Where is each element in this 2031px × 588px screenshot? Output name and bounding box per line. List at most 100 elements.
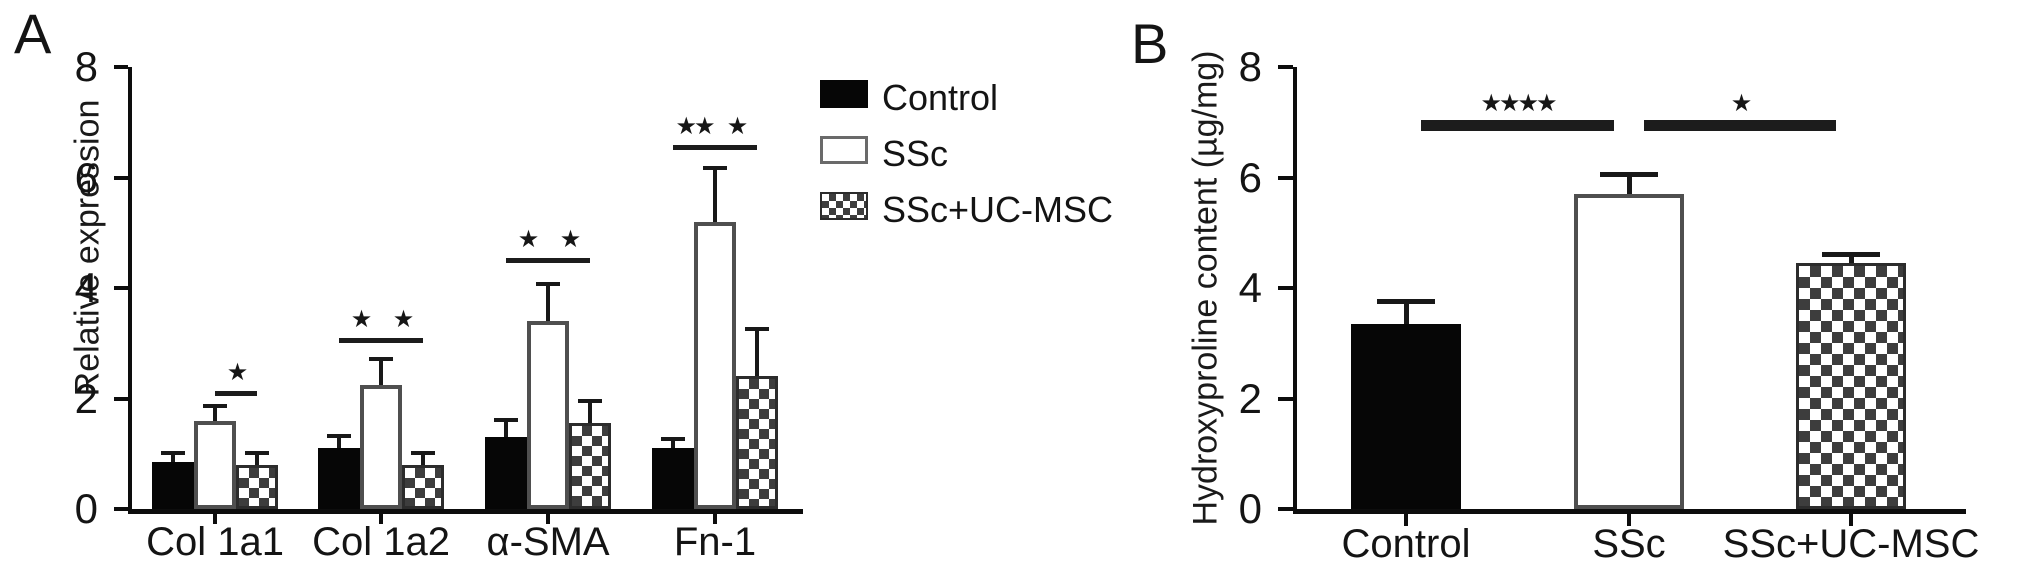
x-tick-col-1a1 bbox=[213, 514, 217, 524]
errorbar-cap-ssc bbox=[1600, 171, 1658, 177]
y-tick-label-4: 4 bbox=[74, 264, 98, 311]
sig-line-col-1a2-2 bbox=[381, 338, 423, 344]
errorbar-col-1a2-control bbox=[337, 434, 341, 449]
sig-line-b-0 bbox=[1421, 119, 1614, 131]
y-tick-label-6: 6 bbox=[1238, 153, 1262, 201]
sig-label-col-1a2-2: ★ bbox=[392, 305, 414, 334]
y-tick-2 bbox=[1278, 396, 1293, 401]
sig-label-fn-1-6: ★ bbox=[726, 111, 748, 140]
sig-line-fn-1-5 bbox=[673, 144, 715, 150]
panel-a-y-axis-title: Relative expression bbox=[68, 99, 107, 397]
y-tick-label-4: 4 bbox=[1238, 264, 1262, 311]
errorbar-col-1a1-ssc bbox=[213, 404, 217, 421]
y-tick-label-0: 0 bbox=[74, 485, 98, 532]
legend-label-ssc-uc-msc: SSc+UC-MSC bbox=[882, 189, 1114, 230]
y-tick-0 bbox=[1278, 507, 1293, 511]
sig-label-col-1a1-0: ★ bbox=[226, 357, 248, 386]
errorbar-col-1a1-ssc-uc-msc bbox=[255, 450, 259, 465]
y-tick-label-0: 0 bbox=[1238, 485, 1262, 532]
errorbar-cap-col-1a2-control bbox=[327, 434, 351, 439]
y-tick-label-8: 8 bbox=[1238, 43, 1262, 90]
bar-fn-1-control bbox=[652, 448, 694, 509]
panel-a-letter: A bbox=[14, 2, 52, 65]
panel-a-x-axis bbox=[128, 509, 803, 514]
bar-ssc bbox=[1574, 194, 1684, 509]
errorbar-cap-fn-1-control bbox=[661, 437, 685, 442]
panel-b-y-axis bbox=[1293, 67, 1297, 514]
errorbar-control bbox=[1403, 299, 1409, 324]
errorbar-sma-ssc bbox=[546, 282, 550, 322]
errorbar-cap-control bbox=[1377, 299, 1435, 305]
sig-label-sma-3: ★ bbox=[517, 225, 539, 254]
errorbar-fn-1-control bbox=[671, 437, 675, 449]
x-label-ssc: SSc bbox=[1592, 522, 1666, 566]
errorbar-cap-fn-1-ssc-uc-msc bbox=[745, 326, 769, 331]
errorbar-col-1a2-ssc-uc-msc bbox=[421, 450, 425, 465]
legend-swatch-ssc bbox=[820, 136, 868, 164]
errorbar-cap-col-1a2-ssc-uc-msc bbox=[411, 450, 435, 455]
x-label-col-1a2: Col 1a2 bbox=[312, 520, 450, 564]
panel-a-y-axis bbox=[128, 67, 132, 514]
errorbar-cap-col-1a1-ssc bbox=[203, 404, 227, 409]
bar-fn-1-ssc-uc-msc bbox=[736, 376, 778, 509]
bar-col-1a2-ssc-uc-msc bbox=[402, 464, 444, 509]
sig-line-sma-4 bbox=[548, 258, 590, 264]
y-tick-label-8: 8 bbox=[74, 43, 98, 90]
errorbar-ssc bbox=[1626, 171, 1632, 195]
errorbar-cap-col-1a1-control bbox=[161, 450, 185, 455]
y-tick-6 bbox=[1278, 175, 1293, 180]
bar-sma-control bbox=[485, 437, 527, 509]
sig-line-col-1a1-0 bbox=[215, 390, 257, 396]
sig-label-b-1: ★ bbox=[1730, 88, 1752, 117]
errorbar-fn-1-ssc bbox=[713, 166, 717, 222]
errorbar-fn-1-ssc-uc-msc bbox=[755, 326, 759, 377]
y-tick-label-2: 2 bbox=[74, 374, 98, 422]
sig-line-col-1a2-1 bbox=[339, 338, 381, 344]
y-tick-8 bbox=[114, 65, 128, 69]
y-tick-0 bbox=[114, 507, 128, 511]
errorbar-cap-sma-ssc bbox=[536, 282, 560, 287]
y-tick-label-6: 6 bbox=[74, 153, 98, 201]
y-tick-4 bbox=[1278, 286, 1293, 290]
errorbar-sma-control bbox=[504, 417, 508, 438]
y-tick-8 bbox=[1278, 65, 1293, 69]
bar-col-1a2-control bbox=[318, 448, 360, 509]
errorbar-sma-ssc-uc-msc bbox=[588, 398, 592, 424]
bar-sma-ssc bbox=[527, 321, 569, 509]
panel-b-letter: B bbox=[1131, 12, 1169, 75]
errorbar-cap-sma-ssc-uc-msc bbox=[578, 398, 602, 403]
bar-fn-1-ssc bbox=[694, 221, 736, 509]
errorbar-cap-col-1a1-ssc-uc-msc bbox=[245, 450, 269, 455]
x-label-sma: α-SMA bbox=[486, 520, 610, 564]
y-tick-6 bbox=[114, 175, 128, 180]
x-tick-fn-1 bbox=[713, 514, 717, 524]
x-label-ssc-uc-msc: SSc+UC-MSC bbox=[1722, 522, 1980, 566]
y-tick-2 bbox=[114, 396, 128, 401]
x-tick-ssc-uc-msc bbox=[1849, 514, 1853, 526]
errorbar-cap-ssc-uc-msc bbox=[1822, 252, 1880, 258]
bar-col-1a1-control bbox=[152, 462, 194, 509]
legend-swatch-control bbox=[820, 80, 868, 108]
errorbar-col-1a1-control bbox=[171, 450, 175, 463]
x-tick-ssc bbox=[1627, 514, 1631, 526]
x-tick-sma bbox=[546, 514, 550, 524]
errorbar-cap-col-1a2-ssc bbox=[369, 357, 393, 362]
bar-control bbox=[1351, 323, 1461, 509]
legend-swatch-ssc-uc-msc bbox=[820, 192, 868, 220]
y-tick-4 bbox=[114, 286, 128, 290]
sig-label-col-1a2-1: ★ bbox=[350, 305, 372, 334]
bar-col-1a1-ssc-uc-msc bbox=[236, 464, 278, 509]
y-tick-label-2: 2 bbox=[1238, 374, 1262, 422]
bar-col-1a2-ssc bbox=[360, 384, 402, 509]
x-tick-control bbox=[1404, 514, 1408, 526]
sig-line-sma-3 bbox=[506, 258, 548, 264]
x-tick-col-1a2 bbox=[379, 514, 383, 524]
sig-label-b-0: ★★★★ bbox=[1480, 88, 1557, 117]
errorbar-cap-fn-1-ssc bbox=[703, 166, 727, 171]
bar-col-1a1-ssc bbox=[194, 420, 236, 509]
sig-label-fn-1-5: ★★ bbox=[675, 111, 715, 140]
legend-label-control: Control bbox=[882, 77, 999, 118]
x-label-control: Control bbox=[1341, 522, 1471, 566]
errorbar-ssc-uc-msc bbox=[1848, 252, 1854, 264]
